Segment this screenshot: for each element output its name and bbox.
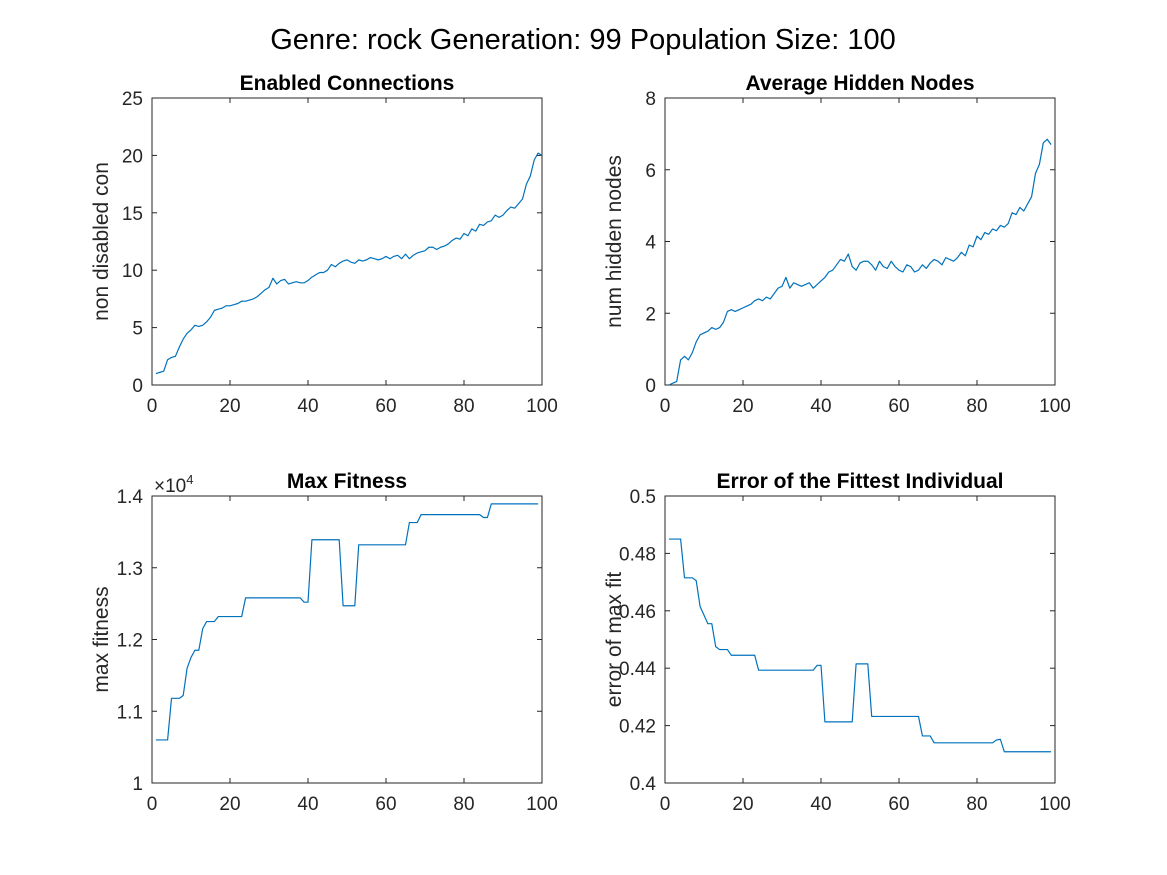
subplot-2: 0 20 40 60 80 100 0 2 4 6 8 Average Hidden Nodes num… [603,72,1071,417]
y-tick-label: 20 [122,146,143,167]
y-tick-label: 2 [645,304,656,325]
y-tick-label: 6 [645,161,656,182]
x-tick-label: 40 [297,396,318,417]
x-tick-label: 100 [526,396,558,417]
y-tick-label: 0.44 [619,659,656,680]
subplot-3: 0 20 40 60 80 100 1 1.1 1.2 1.3 1.4 ×104 Max Fitness… [90,470,558,815]
x-tick-label: 40 [810,396,831,417]
y-axis-label: non disabled con [90,162,113,321]
y-tick-label: 8 [645,89,656,110]
x-tick-label: 100 [1039,396,1071,417]
y-tick-label: 5 [132,319,143,340]
x-tick-label: 20 [219,396,240,417]
y-tick-label: 25 [122,89,143,110]
subplot-1: 0 20 40 60 80 100 0 5 10 15 20 25 Enabled Connection… [90,72,558,417]
y-exponent-label: ×104 [154,472,193,497]
y-tick-label: 0.5 [630,487,656,508]
x-tick-label: 80 [453,396,474,417]
x-tick-label: 20 [732,794,753,815]
y-tick-label: 1.2 [117,631,143,652]
axes-frame [664,495,1056,784]
axes-title: Average Hidden Nodes [745,72,974,95]
x-tick-label: 20 [732,396,753,417]
x-tick-label: 0 [660,794,671,815]
y-tick-label: 0.48 [619,544,656,565]
y-tick-label: 10 [122,261,143,282]
x-tick-label: 60 [375,794,396,815]
y-tick-label: 1.4 [117,487,144,508]
subplot-4: 0 20 40 60 80 100 0.4 0.42 0.44 0.46 0.48 0.5 Error … [603,470,1071,815]
y-tick-label: 4 [645,233,656,254]
y-tick-label: 15 [122,204,143,225]
x-tick-label: 0 [660,396,671,417]
y-tick-label: 1.1 [117,702,143,723]
y-exponent-base: ×10 [154,476,186,497]
series-line-1 [155,503,539,741]
x-tick-label: 80 [966,396,987,417]
x-tick-label: 0 [147,396,158,417]
y-axis-label: num hidden nodes [603,155,626,328]
axes-title: Max Fitness [287,470,407,493]
series-line-1 [155,152,543,375]
x-tick-label: 60 [888,794,909,815]
axes-frame [151,97,543,386]
x-tick-label: 100 [1039,794,1071,815]
x-tick-label: 20 [219,794,240,815]
series-line-1 [668,538,1052,753]
y-tick-label: 0 [645,376,656,397]
series-line-1 [668,138,1052,386]
x-tick-label: 80 [453,794,474,815]
y-tick-label: 0.4 [630,774,657,795]
y-axis-label: max fitness [90,586,113,692]
x-tick-label: 80 [966,794,987,815]
x-tick-label: 60 [375,396,396,417]
figure-suptitle: Genre: rock Generation: 99 Population Si… [270,24,896,56]
y-tick-label: 0.46 [619,602,656,623]
axes-title: Enabled Connections [240,72,455,95]
x-tick-label: 0 [147,794,158,815]
y-tick-label: 1 [132,774,143,795]
axes-title: Error of the Fittest Individual [716,470,1003,493]
x-tick-label: 40 [297,794,318,815]
x-tick-label: 60 [888,396,909,417]
x-tick-label: 40 [810,794,831,815]
x-tick-label: 100 [526,794,558,815]
y-tick-label: 1.3 [117,559,143,580]
y-exponent-power: 4 [186,472,193,487]
y-tick-label: 0.42 [619,717,656,738]
y-tick-label: 0 [132,376,143,397]
y-axis-label: error of max fit [603,572,626,708]
